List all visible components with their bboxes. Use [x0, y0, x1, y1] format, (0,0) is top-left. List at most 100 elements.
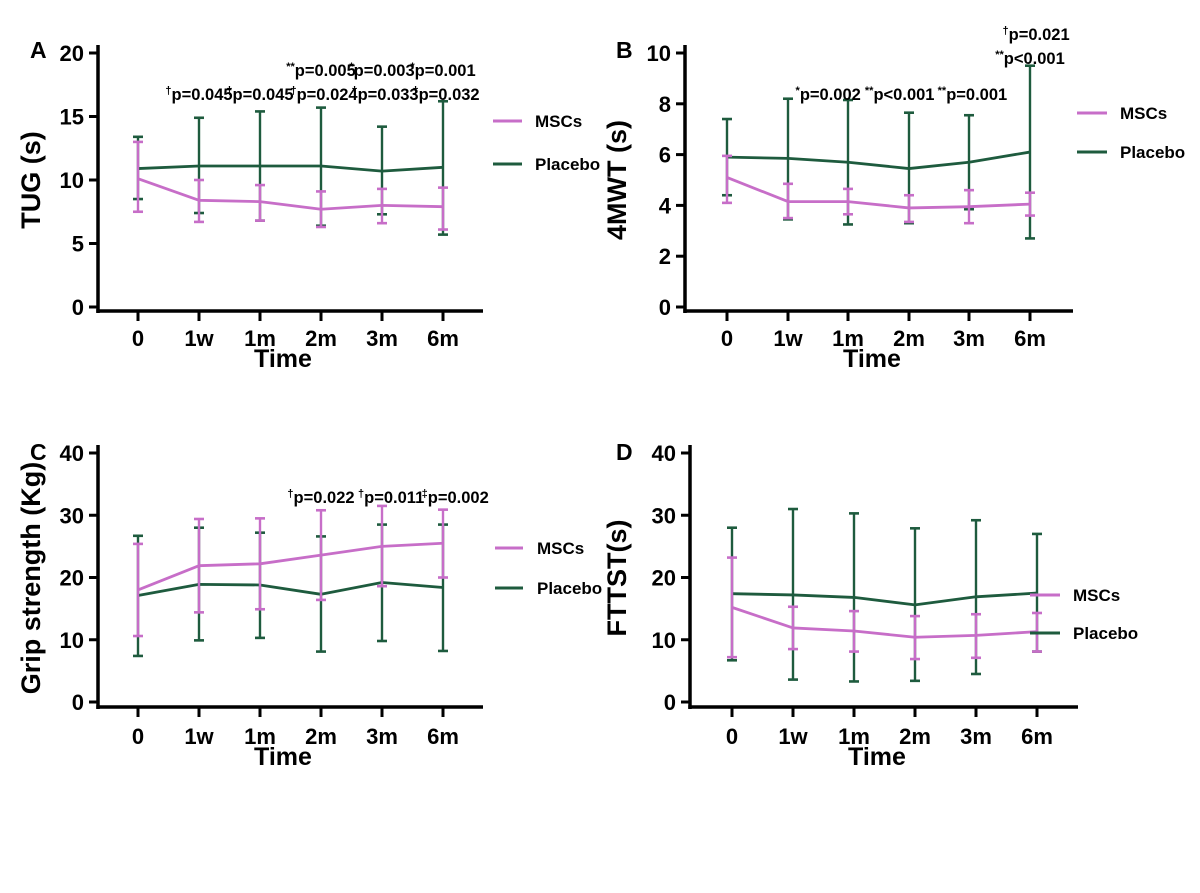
mscs-line — [137, 177, 444, 211]
y-tick-label: 10 — [60, 168, 84, 193]
x-tick-label: 0 — [726, 724, 738, 749]
y-tick-label: 10 — [647, 41, 671, 66]
x-axis-title: Time — [254, 743, 312, 771]
x-axis-title: Time — [254, 345, 312, 373]
x-tick-label: 1m — [838, 724, 870, 749]
y-tick-label: 6 — [659, 143, 671, 168]
y-tick-label: 40 — [652, 441, 676, 466]
p-value-annotation: **p<0.001 — [995, 49, 1065, 68]
y-tick-label: 20 — [60, 41, 84, 66]
y-tick-label: 0 — [72, 295, 84, 320]
p-value-annotation: †p=0.032 — [412, 85, 479, 104]
y-tick-label: 30 — [652, 503, 676, 528]
legend-label-mscs: MSCs — [535, 112, 582, 131]
x-tick-label: 1m — [244, 326, 276, 351]
legend-label-placebo: Placebo — [1073, 624, 1138, 643]
placebo-line — [726, 150, 1031, 170]
y-tick-label: 20 — [652, 566, 676, 591]
p-value-annotation: †p=0.011 — [358, 488, 424, 507]
placebo-line — [137, 164, 444, 173]
y-tick-label: 5 — [72, 232, 84, 257]
y-tick-label: 0 — [659, 295, 671, 320]
placebo-series — [133, 99, 448, 236]
y-tick-label: 4 — [659, 193, 672, 218]
x-tick-label: 3m — [366, 724, 398, 749]
panel-A: 0 5 10 15 20 0 1w 1m 2m 3m 6m TUG (s) Time A MSCs Place… — [16, 37, 600, 373]
legend-label-placebo: Placebo — [537, 579, 602, 598]
x-axis-title: Time — [843, 345, 901, 373]
x-tick-label: 6m — [1014, 326, 1046, 351]
p-value-annotation: *p=0.001 — [410, 61, 475, 80]
p-value-annotation: ‡p=0.002 — [422, 488, 489, 507]
mscs-line — [731, 606, 1038, 639]
p-value-annotation: †p=0.021 — [1002, 25, 1069, 44]
p-value-annotation: †p=0.045 — [165, 85, 232, 104]
y-axis-title: FTTST(s) — [602, 520, 632, 637]
y-tick-label: 40 — [60, 441, 84, 466]
legend-label-placebo: Placebo — [535, 155, 600, 174]
y-tick-label: 2 — [659, 244, 671, 269]
x-tick-label: 1w — [778, 724, 808, 749]
mscs-series — [133, 504, 448, 638]
x-tick-label: 1w — [184, 326, 214, 351]
placebo-series — [727, 507, 1042, 683]
x-tick-label: 2m — [305, 724, 337, 749]
x-tick-label: 6m — [427, 724, 459, 749]
p-value-annotation: †p=0.022 — [287, 488, 354, 507]
x-tick-label: 1m — [832, 326, 864, 351]
y-axis-title: Grip strength (Kg) — [16, 462, 46, 694]
x-tick-label: 0 — [132, 326, 144, 351]
mscs-series — [722, 154, 1035, 225]
placebo-line — [137, 581, 444, 597]
x-tick-label: 6m — [1021, 724, 1053, 749]
x-tick-label: 2m — [893, 326, 925, 351]
y-tick-label: 10 — [652, 628, 676, 653]
legend-label-mscs: MSCs — [537, 539, 584, 558]
mscs-series — [133, 140, 448, 231]
x-tick-label: 2m — [305, 326, 337, 351]
y-tick-label: 30 — [60, 503, 84, 528]
mscs-line — [726, 176, 1031, 210]
legend: MSCs Placebo — [493, 112, 600, 174]
x-tick-label: 2m — [899, 724, 931, 749]
legend: MSCs Placebo — [1030, 586, 1138, 643]
panel-letter: C — [30, 439, 47, 465]
panel-B: 0 2 4 6 8 10 0 1w 1m 2m 3m 6m 4MWT (s) Time B MSCs Place… — [602, 25, 1185, 373]
p-value-annotation: *p=0.003 — [349, 61, 414, 80]
x-tick-label: 1w — [184, 724, 214, 749]
p-value-annotation: **p=0.005 — [286, 61, 356, 80]
x-tick-label: 3m — [953, 326, 985, 351]
y-axis-title: 4MWT (s) — [602, 120, 632, 240]
panel-letter: D — [616, 439, 633, 465]
y-tick-label: 0 — [664, 690, 676, 715]
p-value-annotation: *p=0.002 — [796, 85, 861, 104]
panel-letter: A — [30, 37, 47, 63]
p-value-annotation: **p=0.001 — [938, 85, 1008, 104]
y-tick-label: 20 — [60, 566, 84, 591]
panel-D: 0 10 20 30 40 0 1w 1m 2m 3m 6m FTTST(s) Time D MSCs Pla… — [602, 439, 1138, 771]
y-tick-label: 15 — [60, 105, 84, 130]
panel-letter: B — [616, 37, 633, 63]
x-tick-label: 3m — [366, 326, 398, 351]
mscs-series — [727, 556, 1042, 661]
y-axis-title: TUG (s) — [16, 131, 46, 229]
legend-label-placebo: Placebo — [1120, 143, 1185, 162]
p-value-annotation: †p=0.045 — [226, 85, 293, 104]
x-tick-label: 1m — [244, 724, 276, 749]
y-tick-label: 10 — [60, 628, 84, 653]
x-tick-label: 1w — [773, 326, 803, 351]
y-tick-label: 8 — [659, 92, 671, 117]
p-value-annotation: †p=0.033 — [351, 85, 418, 104]
legend: MSCs Placebo — [495, 539, 602, 598]
legend-label-mscs: MSCs — [1073, 586, 1120, 605]
x-tick-label: 0 — [132, 724, 144, 749]
y-tick-label: 0 — [72, 690, 84, 715]
legend-label-mscs: MSCs — [1120, 104, 1167, 123]
x-tick-label: 6m — [427, 326, 459, 351]
p-value-annotation: †p=0.024 — [290, 85, 358, 104]
panel-C: 0 10 20 30 40 0 1w 1m 2m 3m 6m Grip strength (Kg) Ti… — [16, 439, 602, 771]
mscs-line — [137, 541, 444, 592]
placebo-line — [731, 591, 1038, 607]
